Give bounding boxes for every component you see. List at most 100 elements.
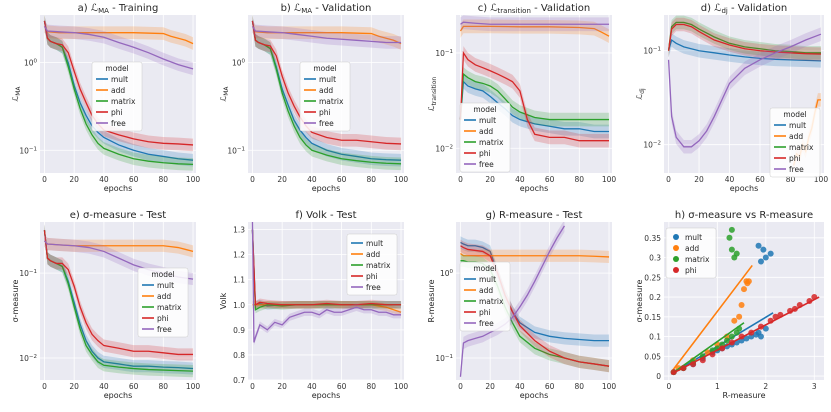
tick-label: 0.1 bbox=[649, 333, 661, 342]
panel-a: 0 20 40 60 80 100 100 10−1 a) ℒMA - Training epoc… bbox=[11, 3, 200, 193]
tick-label: 0.2 bbox=[649, 293, 661, 302]
legend-label: phi bbox=[111, 108, 123, 117]
series-band-free bbox=[252, 20, 402, 49]
tick-label: 10−2 bbox=[435, 144, 453, 153]
legend: mult add matrix phi bbox=[665, 227, 717, 279]
x-axis-label: R-measure bbox=[722, 391, 765, 400]
series-line-mult bbox=[667, 38, 821, 62]
tick-label: 10−1 bbox=[227, 146, 245, 155]
legend-title: model bbox=[151, 270, 174, 279]
tick-label: 40 bbox=[307, 175, 317, 184]
tick-label: 0 bbox=[666, 175, 671, 184]
tick-label: 80 bbox=[575, 382, 585, 391]
series-line-add bbox=[43, 25, 194, 45]
legend: mult add matrix phi free bbox=[346, 233, 398, 296]
point-mult bbox=[762, 325, 769, 332]
panel-c: 0 20 40 60 80 100 10−1 10−2 c) ℒtransition - Val… bbox=[427, 3, 616, 193]
point-matrix bbox=[733, 250, 740, 257]
tick-label: 1.3 bbox=[233, 226, 245, 235]
legend-swatch-matrix bbox=[673, 256, 679, 262]
legend-label: phi bbox=[685, 266, 697, 275]
legend-label: matrix bbox=[319, 97, 344, 106]
y-axis-label: σ-measure bbox=[11, 280, 20, 323]
tick-label: 20 bbox=[69, 382, 79, 391]
tick-label: 100 bbox=[394, 382, 409, 391]
tick-label: 0.8 bbox=[233, 351, 245, 360]
point-mult bbox=[757, 333, 764, 340]
legend-label: free bbox=[479, 160, 494, 169]
tick-label: 0.05 bbox=[644, 352, 661, 361]
legend-label: mult bbox=[479, 275, 496, 284]
x-axis-label: epochs bbox=[312, 184, 341, 193]
x-axis-label: epochs bbox=[520, 391, 549, 400]
legend: model mult add matrix phi free bbox=[769, 107, 821, 178]
y-axis-label: R-measure bbox=[427, 279, 436, 322]
plot-marks bbox=[251, 222, 402, 346]
series-band-phi bbox=[460, 46, 610, 148]
series-band-add bbox=[44, 20, 194, 50]
panel-title: d) ℒdj - Validation bbox=[701, 3, 787, 15]
legend-box bbox=[665, 227, 717, 279]
legend: model mult add matrix phi free bbox=[91, 61, 143, 132]
x-axis-label: epochs bbox=[312, 391, 341, 400]
point-add bbox=[736, 313, 743, 320]
legend-title: model bbox=[783, 110, 806, 119]
tick-label: 0 bbox=[656, 372, 661, 381]
series-band-matrix bbox=[460, 67, 610, 127]
series-line-free bbox=[251, 25, 402, 44]
panel-title: c) ℒtransition - Validation bbox=[478, 3, 591, 15]
series-line-phi bbox=[43, 20, 194, 146]
legend-label: free bbox=[366, 283, 381, 292]
panel-title: g) R-measure - Test bbox=[486, 210, 583, 221]
tick-label: 60 bbox=[545, 382, 555, 391]
tick-label: 40 bbox=[515, 175, 525, 184]
point-matrix bbox=[728, 333, 735, 340]
tick-label: 10−1 bbox=[19, 146, 37, 155]
point-matrix bbox=[728, 226, 735, 233]
series-band-add bbox=[460, 19, 610, 43]
tick-label: 10−1 bbox=[19, 269, 37, 278]
series-band-matrix bbox=[44, 15, 194, 171]
series-line-matrix bbox=[667, 21, 821, 54]
series-band-free bbox=[252, 222, 402, 346]
series-line-phi bbox=[459, 50, 610, 142]
y-axis-label: ℒMA bbox=[11, 86, 22, 102]
series-line-free bbox=[43, 25, 194, 70]
panel-e: 0 20 40 60 80 100 10−1 10−2 e) σ-measure - Test e… bbox=[11, 210, 200, 400]
legend-label: add bbox=[157, 292, 171, 301]
series-band-mult bbox=[460, 74, 610, 139]
tick-label: 1 bbox=[715, 382, 720, 391]
plot-marks bbox=[43, 15, 194, 171]
tick-label: 0.15 bbox=[644, 313, 661, 322]
series-band-mult bbox=[44, 224, 194, 375]
tick-label: 10−1 bbox=[435, 49, 453, 58]
tick-label: 0 bbox=[458, 382, 463, 391]
plot-marks bbox=[251, 15, 402, 171]
panel-title: e) σ-measure - Test bbox=[70, 210, 167, 221]
tick-label: 40 bbox=[515, 382, 525, 391]
tick-label: 10−1 bbox=[643, 47, 661, 56]
legend-label: matrix bbox=[685, 255, 710, 264]
y-axis-label: ℒtransition bbox=[427, 77, 438, 112]
tick-label: 40 bbox=[99, 175, 109, 184]
tick-label: 20 bbox=[277, 382, 287, 391]
legend-swatch-add bbox=[673, 245, 679, 251]
series-band-phi bbox=[44, 224, 194, 361]
panel-f: 0 20 40 60 80 100 0.7 0.8 0.9 1.0 1.1 1.2 1.3 f) Volk… bbox=[219, 210, 408, 400]
tick-label: 80 bbox=[367, 382, 377, 391]
series-band-add bbox=[252, 20, 402, 50]
legend-label: mult bbox=[789, 121, 806, 130]
point-mult bbox=[760, 246, 767, 253]
fit-line-add bbox=[670, 264, 753, 373]
legend-swatch-phi bbox=[673, 267, 679, 273]
tick-label: 0 bbox=[42, 382, 47, 391]
tick-label: 100 bbox=[232, 59, 246, 68]
legend-label: mult bbox=[685, 233, 702, 242]
point-mult bbox=[762, 254, 769, 261]
series-line-add bbox=[251, 25, 402, 45]
tick-label: 60 bbox=[755, 175, 765, 184]
tick-label: 10−2 bbox=[19, 354, 37, 363]
point-add bbox=[738, 301, 745, 308]
legend-label: matrix bbox=[479, 297, 504, 306]
legend-title: model bbox=[313, 64, 336, 73]
